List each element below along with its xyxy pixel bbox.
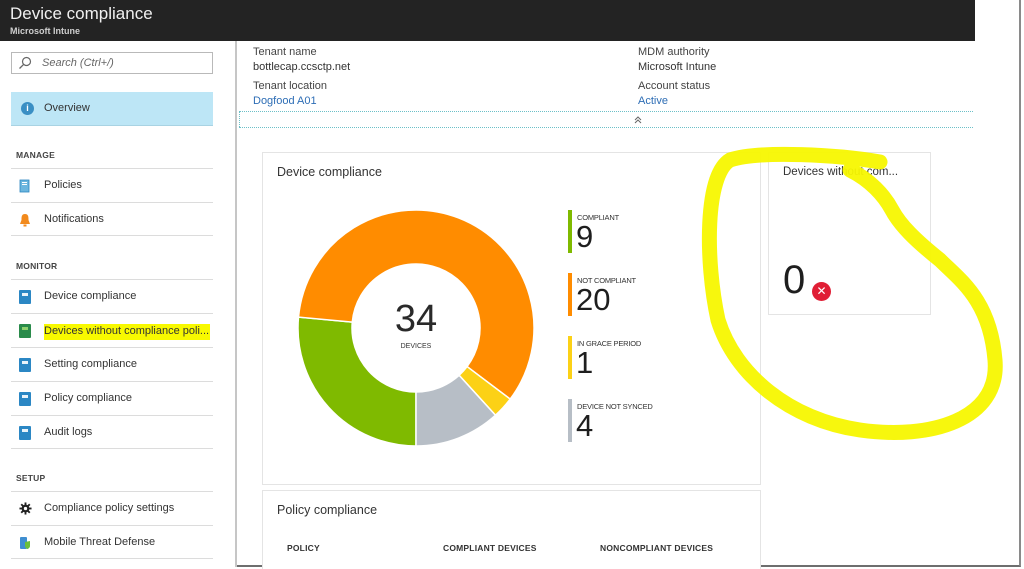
sidebar-item-label: Device compliance [44, 290, 137, 302]
donut-slice-device-not-synced[interactable] [415, 374, 497, 447]
report-icon [19, 392, 31, 406]
total-devices-count: 34 [394, 298, 438, 340]
account-status-label: Account status [638, 80, 711, 92]
mobile-threat-icon [20, 537, 30, 549]
sidebar-item-device-compliance[interactable]: Device compliance [11, 279, 213, 313]
sidebar-item-label: Notifications [44, 213, 104, 225]
sidebar-item-overview[interactable]: i Overview [11, 92, 213, 126]
section-manage: MANAGE [16, 150, 55, 160]
sidebar-item-label: Audit logs [44, 426, 93, 438]
sidebar-item-setting-compliance[interactable]: Setting compliance [11, 347, 213, 381]
sidebar-item-notifications[interactable]: Notifications [11, 202, 213, 236]
legend-label: COMPLIANT [577, 213, 619, 222]
search-input[interactable] [42, 55, 207, 71]
sidebar-item-label: Mobile Threat Defense [44, 536, 156, 548]
account-status-link[interactable]: Active [638, 95, 668, 107]
search-box[interactable] [11, 52, 213, 74]
donut-slice-not-compliant[interactable] [297, 209, 535, 401]
collapse-chevron-icon[interactable] [634, 116, 642, 124]
sidebar-item-label: Setting compliance [44, 358, 137, 370]
report-icon [19, 290, 31, 304]
tile-title: Device compliance [277, 165, 382, 179]
policy-compliance-tile[interactable]: Policy compliance POLICY COMPLIANT DEVIC… [262, 490, 761, 569]
devices-without-compliance-tile[interactable]: Devices without com... 0 ✕ [768, 152, 931, 315]
info-icon: i [21, 102, 34, 115]
legend-label: IN GRACE PERIOD [577, 339, 642, 348]
sidebar-item-label: Policy compliance [44, 392, 133, 404]
tenant-name-label: Tenant name [253, 46, 317, 58]
total-devices-label: DEVICES [400, 343, 432, 350]
sidebar-item-policy-compliance[interactable]: Policy compliance [11, 381, 213, 415]
tenant-location-label: Tenant location [253, 80, 327, 92]
gear-icon [19, 502, 32, 515]
report-icon [19, 324, 31, 338]
legend-color-bar [568, 273, 572, 316]
sidebar: i Overview MANAGE Policies Notifications… [0, 41, 237, 567]
tile-title: Policy compliance [277, 503, 378, 517]
sidebar-item-policies[interactable]: Policies [11, 168, 213, 202]
donut-slice-compliant[interactable] [297, 316, 417, 447]
legend-value: 9 [576, 219, 594, 254]
sidebar-item-audit-logs[interactable]: Audit logs [11, 415, 213, 449]
column-header-policy[interactable]: POLICY [287, 543, 320, 553]
legend-color-bar [568, 399, 572, 442]
tile-title: Devices without com... [783, 166, 899, 178]
search-icon [19, 56, 32, 69]
report-icon [19, 426, 31, 440]
device-compliance-tile[interactable]: Device compliance 34 DEVICES COMPLIANT 9… [262, 152, 761, 485]
policies-icon [19, 179, 30, 193]
sidebar-item-devices-without-compliance-policy[interactable]: Devices without compliance poli... [11, 313, 213, 347]
legend-label: DEVICE NOT SYNCED [577, 402, 653, 411]
error-icon: ✕ [812, 282, 831, 301]
legend-color-bar [568, 210, 572, 253]
legend-value: 1 [576, 345, 594, 380]
devices-without-count: 0 [783, 258, 806, 302]
mdm-authority-value: Microsoft Intune [638, 61, 717, 73]
sidebar-item-mobile-threat-defense[interactable]: Mobile Threat Defense [11, 525, 213, 559]
essentials-collapse-bar[interactable] [239, 111, 973, 128]
compliance-donut-chart[interactable] [296, 208, 536, 448]
section-monitor: MONITOR [16, 261, 58, 271]
legend-value: 4 [576, 408, 594, 443]
sidebar-item-label: Overview [44, 102, 90, 114]
column-header-compliant-devices[interactable]: COMPLIANT DEVICES [443, 543, 537, 553]
sidebar-item-label: Policies [44, 179, 82, 191]
sidebar-item-label: Devices without compliance poli... [44, 324, 211, 340]
tenant-location-link[interactable]: Dogfood A01 [253, 95, 317, 107]
blade-title: Device compliance [10, 4, 153, 23]
sidebar-item-compliance-policy-settings[interactable]: Compliance policy settings [11, 491, 213, 525]
sidebar-item-label: Compliance policy settings [44, 502, 175, 514]
section-setup: SETUP [16, 473, 46, 483]
report-icon [19, 358, 31, 372]
legend-color-bar [568, 336, 572, 379]
blade-header: Device compliance Microsoft Intune [0, 0, 975, 41]
legend-label: NOT COMPLIANT [577, 276, 636, 285]
mdm-authority-label: MDM authority [638, 46, 710, 58]
legend-value: 20 [576, 282, 611, 317]
bell-icon [20, 214, 30, 227]
tenant-name-value: bottlecap.ccsctp.net [253, 61, 351, 73]
blade-subtitle: Microsoft Intune [10, 26, 80, 36]
column-header-noncompliant-devices[interactable]: NONCOMPLIANT DEVICES [600, 543, 714, 553]
